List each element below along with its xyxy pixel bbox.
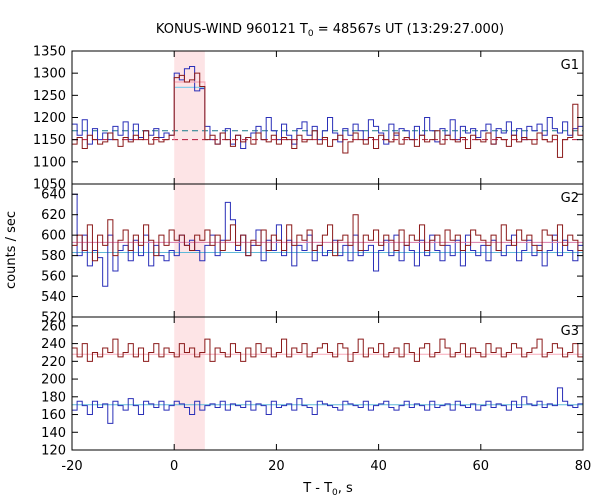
y-tick-label: 560 xyxy=(41,270,66,285)
y-tick-label: 1150 xyxy=(33,133,66,148)
y-tick-label: 200 xyxy=(41,373,66,388)
x-axis-label: T - T0, s xyxy=(302,481,353,498)
x-tick-label: 80 xyxy=(575,459,592,474)
y-tick-label: 1300 xyxy=(33,67,66,82)
y-tick-label: 620 xyxy=(41,208,66,223)
y-tick-label: 1350 xyxy=(33,45,66,60)
panel-label: G1 xyxy=(561,58,579,73)
y-tick-label: 1200 xyxy=(33,111,66,126)
x-tick-label: 20 xyxy=(268,459,285,474)
y-tick-label: 520 xyxy=(41,311,66,326)
y-tick-label: 240 xyxy=(41,337,66,352)
y-tick-label: 180 xyxy=(41,390,66,405)
count-rate-series xyxy=(72,72,583,158)
panel-label: G2 xyxy=(561,191,579,206)
y-tick-label: 260 xyxy=(41,319,66,334)
plot-area: 1350130012501200115011001050G16406206005… xyxy=(33,45,591,475)
panel-label: G3 xyxy=(561,324,579,339)
y-tick-label: 160 xyxy=(41,408,66,423)
y-axis-label: counts / sec xyxy=(4,211,19,289)
y-tick-label: 120 xyxy=(41,444,66,459)
count-rate-series xyxy=(72,214,583,262)
count-rate-series xyxy=(72,387,583,424)
y-tick-label: 600 xyxy=(41,229,66,244)
x-tick-label: 40 xyxy=(370,459,387,474)
y-tick-label: 1100 xyxy=(33,155,66,170)
panel-g3: 260 240 220 200 180 160 140 120 G3 xyxy=(41,316,584,459)
y-tick-label: 1250 xyxy=(33,89,66,104)
y-tick-label: 1050 xyxy=(33,178,66,193)
panel-g1: 1350 1300 1250 1200 1150 1100 1050 G1 xyxy=(33,45,584,193)
y-tick-label: 640 xyxy=(41,188,66,203)
x-tick-label: -20 xyxy=(61,459,82,474)
count-rate-series xyxy=(72,66,583,150)
x-tick-label: 60 xyxy=(473,459,490,474)
panel-frame xyxy=(71,316,584,451)
chart-title: KONUS-WIND 960121 T0 = 48567s UT (13:29:… xyxy=(156,22,504,39)
x-tick-label: 0 xyxy=(170,459,178,474)
y-tick-label: 220 xyxy=(41,355,66,370)
y-tick-label: 580 xyxy=(41,249,66,264)
y-tick-label: 140 xyxy=(41,426,66,441)
y-tick-label: 540 xyxy=(41,290,66,305)
count-rate-series xyxy=(72,338,583,362)
panel-g2: 640 620 600 580 560 540 520 G2 xyxy=(41,183,584,326)
